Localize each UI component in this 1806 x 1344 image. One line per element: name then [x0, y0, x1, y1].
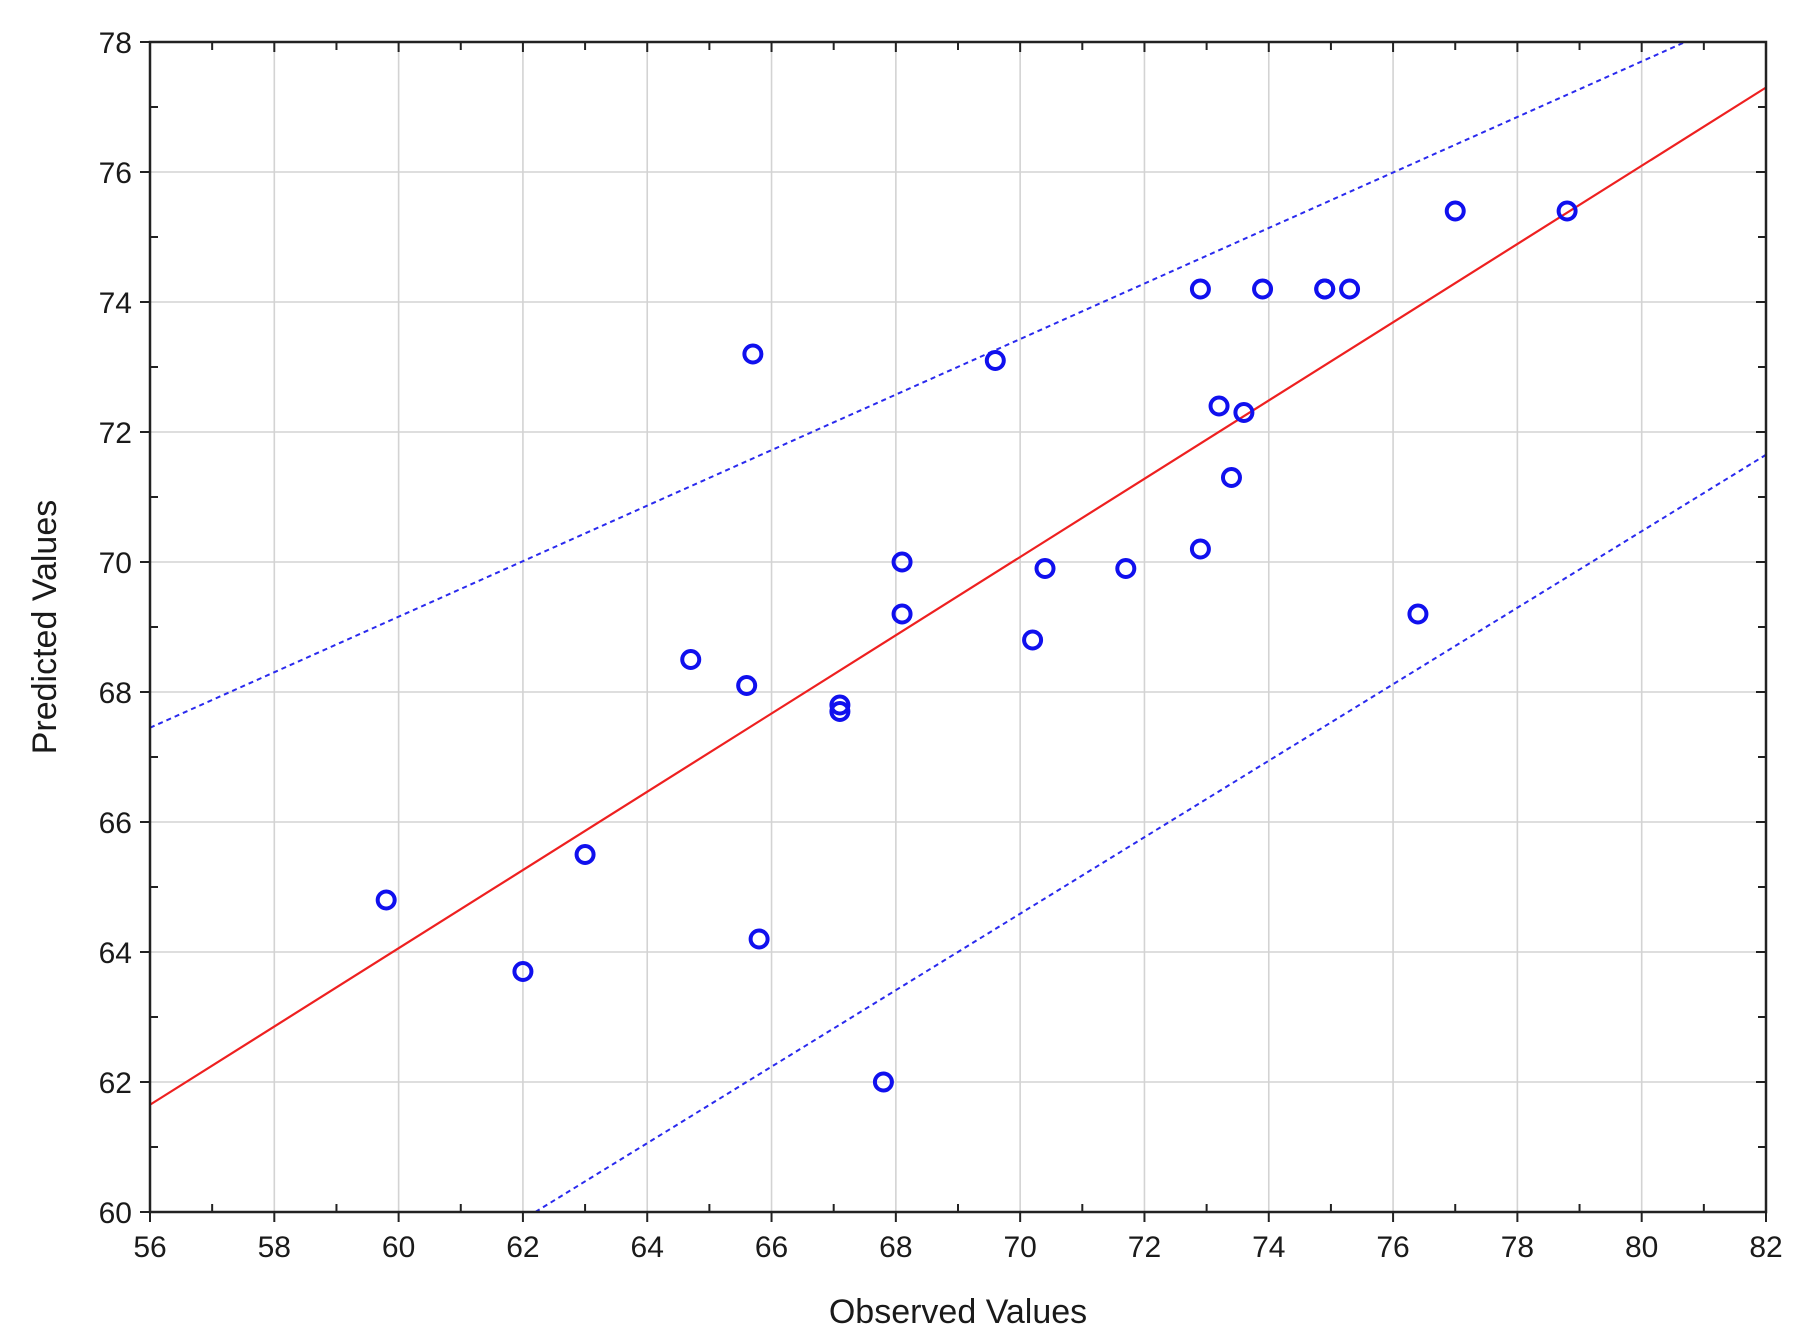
data-point — [742, 343, 764, 365]
data-point — [1022, 629, 1044, 651]
x-tick-label: 74 — [1252, 1231, 1285, 1264]
x-tick-label: 60 — [382, 1231, 415, 1264]
data-point — [891, 603, 913, 625]
ticks — [140, 41, 1767, 1222]
data-point — [1314, 278, 1336, 300]
upper-confidence-band — [149, 41, 1686, 729]
x-tick-labels: 56 58 60 62 64 66 68 70 72 74 76 78 80 82 — [133, 1231, 1782, 1264]
y-tick-labels: 60 62 64 66 68 70 72 74 76 78 — [99, 27, 132, 1230]
x-tick-label: 62 — [506, 1231, 539, 1264]
data-point — [1444, 200, 1466, 222]
data-point — [1407, 603, 1429, 625]
data-point — [872, 1071, 894, 1093]
data-point — [1034, 558, 1056, 579]
data-point — [829, 701, 851, 722]
data-point — [1252, 278, 1274, 300]
data-point — [1189, 278, 1211, 300]
x-tick-label: 64 — [631, 1231, 664, 1264]
data-point — [1115, 558, 1137, 579]
x-tick-label: 76 — [1376, 1231, 1409, 1264]
data-point — [1556, 200, 1578, 222]
x-tick-label: 82 — [1749, 1231, 1782, 1264]
data-point — [748, 928, 770, 950]
x-axis-title: Observed Values — [829, 1293, 1087, 1331]
lower-confidence-band — [534, 453, 1767, 1213]
data-point — [512, 961, 534, 982]
y-tick-label: 60 — [99, 1197, 132, 1230]
y-tick-label: 70 — [99, 547, 132, 580]
data-point — [891, 551, 913, 573]
data-point — [1208, 395, 1230, 417]
fit-line-layer — [149, 86, 1767, 1106]
plot-frame — [148, 40, 1768, 1214]
grid — [149, 41, 1767, 1213]
y-tick-label: 72 — [99, 417, 132, 450]
data-point — [680, 649, 702, 670]
y-tick-label: 76 — [99, 157, 132, 190]
data-point — [1220, 467, 1242, 488]
data-points — [375, 200, 1578, 1093]
confidence-bands — [149, 41, 1767, 1213]
y-tick-label: 64 — [99, 937, 132, 970]
x-tick-label: 70 — [1003, 1231, 1036, 1264]
x-tick-label: 56 — [133, 1231, 166, 1264]
x-tick-label: 72 — [1128, 1231, 1161, 1264]
data-point — [375, 889, 397, 911]
data-point — [574, 844, 596, 865]
x-tick-label: 58 — [258, 1231, 291, 1264]
x-tick-label: 78 — [1501, 1231, 1534, 1264]
data-point — [829, 694, 851, 716]
data-point — [984, 350, 1006, 371]
data-point — [1339, 278, 1361, 300]
regression-line — [149, 86, 1767, 1106]
y-tick-label: 62 — [99, 1067, 132, 1100]
y-tick-label: 74 — [99, 287, 132, 320]
y-tick-label: 68 — [99, 677, 132, 710]
x-tick-label: 68 — [879, 1231, 912, 1264]
y-tick-label: 78 — [99, 27, 132, 60]
data-point — [736, 675, 758, 696]
y-tick-label: 66 — [99, 807, 132, 840]
y-axis-title: Predicted Values — [26, 500, 64, 755]
data-point — [1189, 538, 1211, 560]
data-point — [1233, 402, 1255, 423]
x-tick-label: 66 — [755, 1231, 788, 1264]
x-tick-label: 80 — [1625, 1231, 1658, 1264]
